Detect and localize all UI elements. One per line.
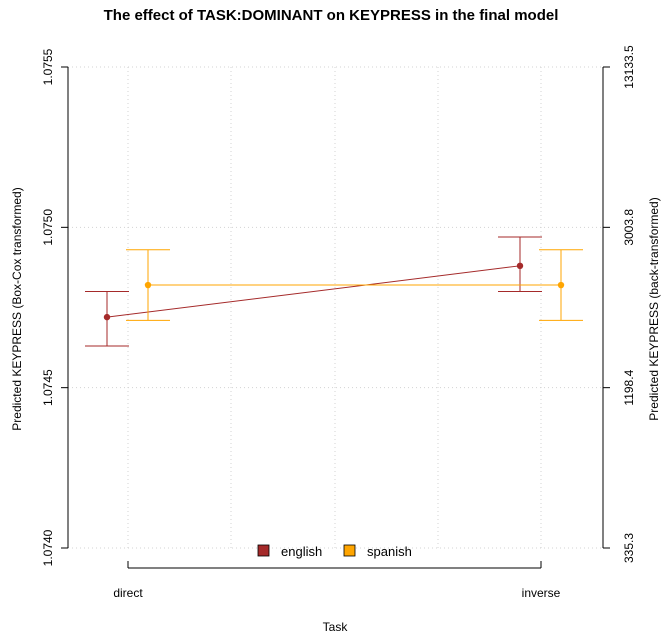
legend: english spanish xyxy=(257,544,412,559)
y-tick-label-right-1: 1198.4 xyxy=(622,369,636,405)
legend-label-english: english xyxy=(281,544,322,559)
y-tick-label-right-3: 13133.5 xyxy=(622,45,636,89)
legend-swatch-spanish xyxy=(343,544,356,557)
legend-swatch-english xyxy=(257,544,270,557)
x-tick-label-inverse: inverse xyxy=(522,586,561,600)
y-tick-label-left-3: 1.0755 xyxy=(41,48,55,85)
y-tick-label-right-0: 335.3 xyxy=(622,533,636,563)
x-tick-label-direct: direct xyxy=(113,586,143,600)
y-tick-label-left-1: 1.0745 xyxy=(41,369,55,406)
chart-title: The effect of TASK:DOMINANT on KEYPRESS … xyxy=(104,7,559,24)
y-axis-title-left: Predicted KEYPRESS (Box-Cox transformed) xyxy=(10,187,24,430)
legend-label-spanish: spanish xyxy=(367,544,412,559)
point-english-direct xyxy=(103,313,111,321)
series-layer xyxy=(85,236,583,347)
point-english-inverse xyxy=(516,262,524,270)
grid xyxy=(68,66,603,549)
point-spanish-inverse xyxy=(557,281,565,289)
x-axis-title: Task xyxy=(323,620,349,634)
axes: 1.0740 1.0745 1.0750 1.0755 335.3 1198.4 3003.… xyxy=(41,45,636,600)
y-tick-label-left-0: 1.0740 xyxy=(41,529,55,566)
y-axis-title-right: Predicted KEYPRESS (back-transformed) xyxy=(647,197,661,420)
series-line-english xyxy=(106,265,521,318)
series-spanish xyxy=(126,249,583,321)
series-english xyxy=(85,236,542,347)
point-spanish-direct xyxy=(144,281,152,289)
y-tick-label-right-2: 3003.8 xyxy=(622,209,636,246)
y-tick-label-left-2: 1.0750 xyxy=(41,209,55,246)
